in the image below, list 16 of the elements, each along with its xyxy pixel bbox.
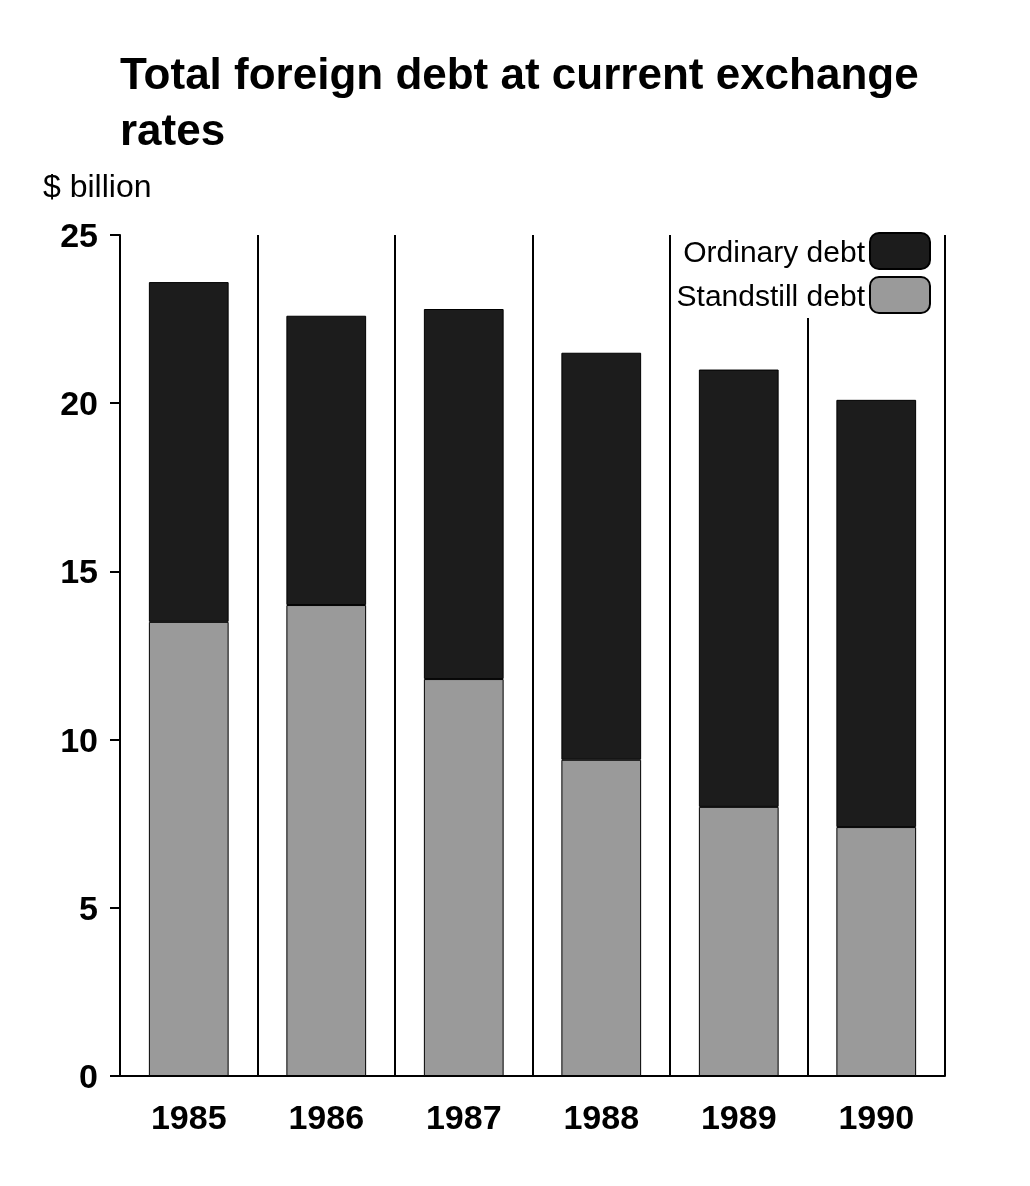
y-tick-label: 10 xyxy=(60,720,98,759)
legend-label: Ordinary debt xyxy=(683,234,866,268)
y-tick-label: 25 xyxy=(60,216,98,254)
y-tick-label: 20 xyxy=(60,384,98,423)
x-tick-label: 1985 xyxy=(150,1098,227,1136)
y-axis-title: $ billion xyxy=(43,168,152,204)
legend-label: Standstill debt xyxy=(676,278,866,312)
y-tick-label: 0 xyxy=(79,1057,98,1095)
y-tick-label: 5 xyxy=(79,888,98,927)
x-tick-label: 1988 xyxy=(563,1098,640,1136)
y-tick-label: 15 xyxy=(60,552,98,591)
x-tick-label: 1990 xyxy=(838,1098,915,1136)
x-tick-label: 1987 xyxy=(425,1098,502,1136)
x-tick-label: 1989 xyxy=(700,1098,777,1136)
chart-title: Total foreign debt at current exchange rates xyxy=(120,48,931,154)
x-tick-label: 1986 xyxy=(288,1098,365,1136)
